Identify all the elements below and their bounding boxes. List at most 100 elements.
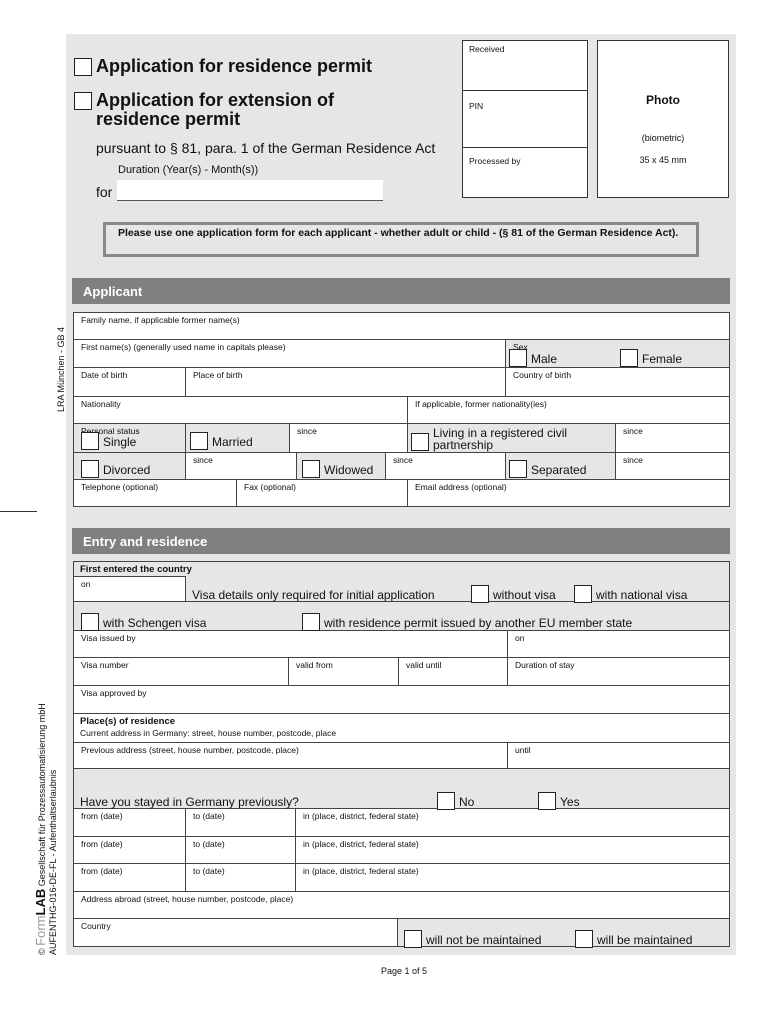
previous-address-field[interactable]: Previous address (street, house number, … — [73, 742, 508, 769]
processed-by-field: Processed by — [469, 156, 521, 166]
places-of-residence-label: Place(s) of residence — [80, 716, 176, 727]
stayed-no-checkbox[interactable] — [437, 792, 455, 810]
separated-since-field[interactable]: since — [615, 452, 730, 480]
family-name-field[interactable]: Family name, if applicable former name(s… — [73, 312, 730, 340]
stay-1-place-field[interactable]: in (place, district, federal state) — [295, 808, 730, 837]
maintain-cell — [397, 918, 730, 947]
previous-address-until-field[interactable]: until — [507, 742, 730, 769]
place-of-birth-field[interactable]: Place of birth — [185, 367, 506, 397]
page-number: Page 1 of 5 — [380, 966, 428, 976]
stay-2-from-field[interactable]: from (date) — [73, 836, 186, 864]
civil-partnership-label-2: partnership — [433, 438, 494, 452]
male-checkbox[interactable] — [509, 349, 527, 367]
schengen-visa-checkbox[interactable] — [81, 613, 99, 631]
visa-valid-until-field[interactable]: valid until — [398, 657, 508, 686]
visa-valid-from-field[interactable]: valid from — [288, 657, 399, 686]
stay-3-from-field[interactable]: from (date) — [73, 863, 186, 892]
stayed-before-question: Have you stayed in Germany previously? — [80, 795, 299, 809]
stayed-yes-checkbox[interactable] — [538, 792, 556, 810]
copyright-mark: © — [37, 948, 47, 955]
divorced-label: Divorced — [103, 463, 151, 477]
civil-partnership-label-1: Living in a registered civil — [433, 426, 568, 440]
date-of-birth-field[interactable]: Date of birth — [73, 367, 186, 397]
married-since-field[interactable]: since — [289, 423, 408, 453]
visa-approved-by-field[interactable]: Visa approved by — [73, 685, 730, 714]
pin-field: PIN — [463, 91, 587, 148]
maintained-checkbox[interactable] — [575, 930, 593, 948]
widowed-checkbox[interactable] — [302, 460, 320, 478]
for-label: for — [96, 184, 113, 200]
country-field[interactable]: Country — [73, 918, 398, 947]
duration-of-stay-field[interactable]: Duration of stay — [507, 657, 730, 686]
extension-label-1: Application for extension of — [96, 90, 335, 110]
photo-box: Photo (biometric) 35 x 45 mm — [597, 40, 729, 198]
partnership-cell — [407, 423, 616, 453]
without-visa-checkbox[interactable] — [471, 585, 489, 603]
office-use-box: Received PIN Processed by — [462, 40, 588, 198]
single-checkbox[interactable] — [81, 432, 99, 450]
email-field[interactable]: Email address (optional) — [407, 479, 730, 507]
stay-1-from-field[interactable]: from (date) — [73, 808, 186, 837]
entry-date-field[interactable]: on — [73, 576, 186, 602]
visa-issued-on-field[interactable]: on — [507, 630, 730, 658]
separated-checkbox[interactable] — [509, 460, 527, 478]
residence-permit-label: Application for residence permit — [96, 56, 373, 76]
eu-permit-checkbox[interactable] — [302, 613, 320, 631]
legal-basis: pursuant to § 81, para. 1 of the German … — [96, 140, 436, 156]
not-maintained-label: will not be maintained — [426, 933, 542, 947]
photo-size: 35 x 45 mm — [639, 155, 687, 165]
extension-checkbox[interactable] — [74, 92, 92, 110]
first-entered-label: First entered the country — [80, 564, 192, 575]
received-field: Received — [463, 41, 587, 91]
notice-box: Please use one application form for each… — [103, 222, 699, 257]
national-visa-checkbox[interactable] — [574, 585, 592, 603]
visa-issued-by-field[interactable]: Visa issued by — [73, 630, 508, 658]
entry-section-header: Entry and residence — [72, 528, 730, 554]
eu-permit-label: with residence permit issued by another … — [324, 616, 633, 630]
separated-label: Separated — [531, 463, 587, 477]
stay-3-place-field[interactable]: in (place, district, federal state) — [295, 863, 730, 892]
widowed-label: Widowed — [324, 463, 374, 477]
duration-label: Duration (Year(s) - Month(s)) — [118, 164, 259, 176]
married-label: Married — [212, 435, 253, 449]
former-nationality-field[interactable]: If applicable, former nationality(ies) — [407, 396, 730, 424]
address-abroad-field[interactable]: Address abroad (street, house number, po… — [73, 891, 730, 919]
publisher-line: © FormLAB Gesellschaft für Prozessautoma… — [33, 703, 48, 955]
fax-field[interactable]: Fax (optional) — [236, 479, 408, 507]
visa-number-field[interactable]: Visa number — [73, 657, 289, 686]
female-checkbox[interactable] — [620, 349, 638, 367]
formlab-logo: FormLAB — [33, 888, 48, 946]
photo-biometric: (biometric) — [641, 133, 685, 143]
widowed-since-field[interactable]: since — [385, 452, 506, 480]
duration-input[interactable] — [117, 180, 383, 201]
stay-1-to-field[interactable]: to (date) — [185, 808, 296, 837]
extension-label-2: residence permit — [96, 109, 241, 129]
female-label: Female — [642, 352, 683, 366]
married-checkbox[interactable] — [190, 432, 208, 450]
visa-note: Visa details only required for initial a… — [192, 588, 435, 602]
publisher-name: Gesellschaft für Prozessautomatisierung … — [37, 703, 47, 887]
single-label: Single — [103, 435, 137, 449]
national-visa-label: with national visa — [596, 588, 688, 602]
stay-2-to-field[interactable]: to (date) — [185, 836, 296, 864]
stay-2-place-field[interactable]: in (place, district, federal state) — [295, 836, 730, 864]
residence-permit-checkbox[interactable] — [74, 58, 92, 76]
partnership-since-field[interactable]: since — [615, 423, 730, 453]
form-code: AUFENTHG-016-DE-FL - Aufenthaltserlaubni… — [48, 769, 58, 955]
fold-mark — [0, 511, 37, 512]
not-maintained-checkbox[interactable] — [404, 930, 422, 948]
schengen-visa-label: with Schengen visa — [103, 616, 207, 630]
civil-partnership-checkbox[interactable] — [411, 433, 429, 451]
current-address-label: Current address in Germany: street, hous… — [80, 728, 337, 738]
divorced-since-field[interactable]: since — [185, 452, 297, 480]
nationality-field[interactable]: Nationality — [73, 396, 408, 424]
telephone-field[interactable]: Telephone (optional) — [73, 479, 237, 507]
stay-3-to-field[interactable]: to (date) — [185, 863, 296, 892]
country-of-birth-field[interactable]: Country of birth — [505, 367, 730, 397]
first-names-field[interactable]: First name(s) (generally used name in ca… — [73, 339, 506, 368]
stayed-before-cell — [73, 768, 730, 809]
divorced-checkbox[interactable] — [81, 460, 99, 478]
maintained-label: will be maintained — [597, 933, 693, 947]
visa-type-cell — [73, 601, 730, 631]
without-visa-label: without visa — [493, 588, 556, 602]
